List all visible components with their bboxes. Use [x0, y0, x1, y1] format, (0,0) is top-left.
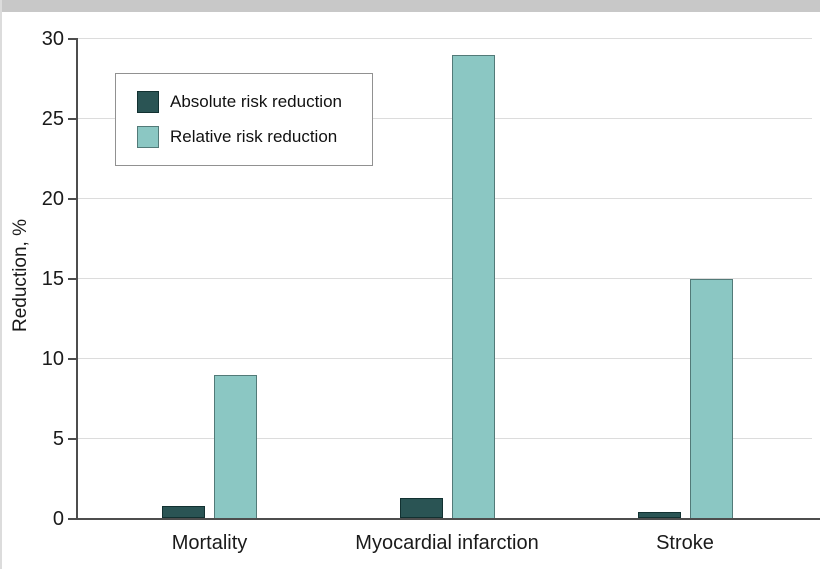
y-tick-5: [68, 437, 77, 440]
y-tick-15: [68, 277, 77, 280]
bar-relative-risk-reduction-mortality: [214, 374, 257, 519]
x-axis-line: [76, 517, 820, 520]
legend-item-absolute-risk-reduction: Absolute risk reduction: [137, 91, 372, 113]
bar-relative-risk-reduction-stroke: [689, 278, 733, 519]
legend-item-relative-risk-reduction: Relative risk reduction: [137, 126, 372, 148]
legend-label-absolute-risk-reduction: Absolute risk reduction: [170, 92, 342, 111]
bar-absolute-risk-reduction-myocardial-infarction: [399, 497, 443, 519]
absolute-risk-reduction-swatch: [137, 91, 159, 113]
y-axis-line: [76, 37, 78, 520]
bar-relative-risk-reduction-myocardial-infarction: [451, 54, 495, 519]
legend: Absolute risk reduction Relative risk re…: [115, 73, 373, 166]
top-bar: [2, 0, 820, 12]
y-tick-label-15: 15: [41, 267, 64, 290]
y-tick-30: [68, 37, 77, 40]
gridline-y-15: [78, 278, 812, 279]
y-tick-label-20: 20: [41, 187, 64, 210]
y-tick-label-25: 25: [41, 107, 64, 130]
y-tick-label-30: 30: [41, 27, 64, 50]
gridline-y-5: [78, 438, 812, 439]
gridline-y-25: [78, 118, 812, 119]
y-tick-25: [68, 117, 77, 120]
legend-label-relative-risk-reduction: Relative risk reduction: [170, 127, 338, 146]
gridline-y-30: [78, 38, 812, 39]
y-tick-10: [68, 357, 77, 360]
gridline-y-20: [78, 198, 812, 199]
gridline-y-10: [78, 358, 812, 359]
x-axis-label-myocardial-infarction: Myocardial infarction: [355, 532, 539, 554]
y-tick-label-10: 10: [41, 347, 64, 370]
y-tick-0: [68, 517, 77, 520]
x-axis-label-stroke: Stroke: [656, 532, 714, 554]
x-axis-label-mortality: Mortality: [171, 532, 248, 554]
relative-risk-reduction-swatch: [137, 126, 159, 148]
y-tick-label-5: 5: [52, 427, 64, 450]
y-tick-20: [68, 197, 77, 200]
y-tick-label-0: 0: [52, 507, 64, 530]
